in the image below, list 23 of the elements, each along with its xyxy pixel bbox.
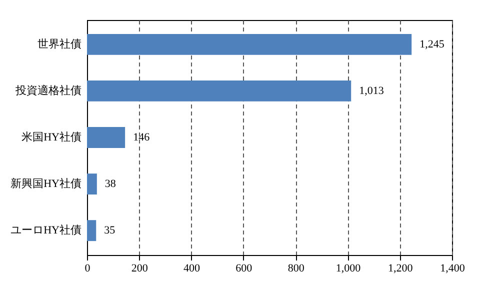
bar [87,174,97,195]
y-tick-label: 新興国HY社債 [10,177,82,190]
x-tick-label: 1,000 [336,262,362,274]
bar [87,220,96,242]
bar [87,80,352,102]
x-tick-label: 1,400 [440,262,466,274]
x-tick-label: 800 [288,262,305,274]
data-label: 146 [133,132,150,144]
x-tick-label: 1,200 [388,262,414,274]
data-label: 1,013 [359,84,384,97]
y-tick-label: ユーロHY社債 [10,224,82,237]
data-label: 1,245 [420,38,445,50]
y-tick-label: 投資適格社債 [14,84,82,97]
y-tick-label: 米国HY社債 [22,130,82,144]
x-tick-label: 600 [236,262,253,274]
bar [87,34,412,55]
x-tick-label: 0 [84,262,91,274]
data-label: 38 [104,178,116,190]
data-label: 35 [104,224,116,237]
x-tick-label: 400 [184,262,201,274]
y-tick-label: 世界社債 [38,37,82,50]
x-tick-label: 200 [131,262,148,274]
bar [87,127,126,148]
